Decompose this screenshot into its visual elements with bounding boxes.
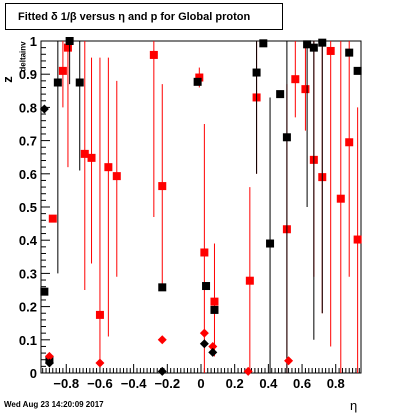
data-point xyxy=(284,356,294,366)
chart-title-box: Fitted δ 1/β versus η and p for Global p… xyxy=(5,3,283,30)
plot-frame xyxy=(40,40,362,374)
x-tick-label: −0.8 xyxy=(53,376,79,391)
y-tick-label: 0.1 xyxy=(19,333,37,348)
x-tick-label: −0.4 xyxy=(121,376,147,391)
y-tick-label: 0.6 xyxy=(19,167,37,182)
data-point xyxy=(210,305,219,314)
y-tick-label: 0.4 xyxy=(19,233,38,248)
x-tick-label: 0.8 xyxy=(327,376,345,391)
data-point xyxy=(353,66,362,75)
data-point xyxy=(245,276,254,285)
data-point xyxy=(95,310,104,319)
data-point xyxy=(208,341,218,351)
y-tick-label: 0.9 xyxy=(19,67,37,82)
data-point xyxy=(40,287,49,296)
data-point xyxy=(87,153,96,162)
data-point xyxy=(48,214,57,223)
data-point xyxy=(63,43,72,52)
data-point xyxy=(345,138,354,147)
x-tick-label: 0.4 xyxy=(259,376,278,391)
data-point xyxy=(336,194,345,203)
y-axis-label-main: z xyxy=(0,76,15,83)
y-tick-label: 0.5 xyxy=(19,200,37,215)
x-axis-label: η xyxy=(350,398,358,413)
data-point xyxy=(291,75,300,84)
data-point xyxy=(243,366,253,376)
data-point xyxy=(58,66,67,75)
data-point xyxy=(112,172,121,181)
y-tick-label: 0.2 xyxy=(19,300,37,315)
data-point xyxy=(252,68,261,77)
timestamp-footer: Wed Aug 23 14:20:09 2017 xyxy=(4,400,104,409)
x-tick-label: 0.2 xyxy=(226,376,244,391)
y-tick-label: 0 xyxy=(30,366,37,381)
data-point xyxy=(276,90,285,99)
y-axis-label: z deltainv xyxy=(0,41,42,90)
y-tick-label: 0.7 xyxy=(19,134,37,149)
data-point xyxy=(200,248,209,257)
data-point xyxy=(53,78,62,87)
y-tick-label: 0.8 xyxy=(19,100,37,115)
data-point xyxy=(44,351,54,361)
chart-title: Fitted δ 1/β versus η and p for Global p… xyxy=(18,11,251,23)
data-point xyxy=(301,85,310,94)
data-point xyxy=(303,40,312,49)
data-point xyxy=(80,149,89,158)
data-point xyxy=(282,133,291,142)
data-point xyxy=(158,283,167,292)
data-point xyxy=(345,48,354,57)
data-point xyxy=(195,73,204,82)
x-tick-label: −0.2 xyxy=(154,376,180,391)
x-tick-label: 0.6 xyxy=(293,376,311,391)
data-point xyxy=(208,347,218,357)
data-point xyxy=(353,235,362,244)
data-point xyxy=(39,104,49,114)
data-point xyxy=(65,37,74,45)
data-point xyxy=(158,182,167,191)
data-point xyxy=(199,339,209,349)
data-point xyxy=(157,366,167,376)
data-point xyxy=(75,78,84,87)
data-point xyxy=(199,328,209,338)
data-point xyxy=(259,39,268,48)
data-point xyxy=(326,46,335,55)
data-point xyxy=(157,335,167,345)
data-point xyxy=(266,239,275,248)
y-axis-label-subscript: deltainv xyxy=(18,41,28,72)
x-tick-label: 0 xyxy=(197,376,204,391)
data-point xyxy=(104,163,113,172)
data-point xyxy=(309,43,318,52)
x-tick-label: −0.6 xyxy=(87,376,113,391)
data-point xyxy=(318,38,327,47)
y-tick-label: 1 xyxy=(30,34,37,49)
data-point xyxy=(44,358,54,368)
data-point xyxy=(149,50,158,59)
data-point xyxy=(95,358,105,368)
data-point xyxy=(193,77,202,86)
data-point xyxy=(210,297,219,306)
data-point xyxy=(202,282,211,291)
y-tick-label: 0.3 xyxy=(19,266,37,281)
